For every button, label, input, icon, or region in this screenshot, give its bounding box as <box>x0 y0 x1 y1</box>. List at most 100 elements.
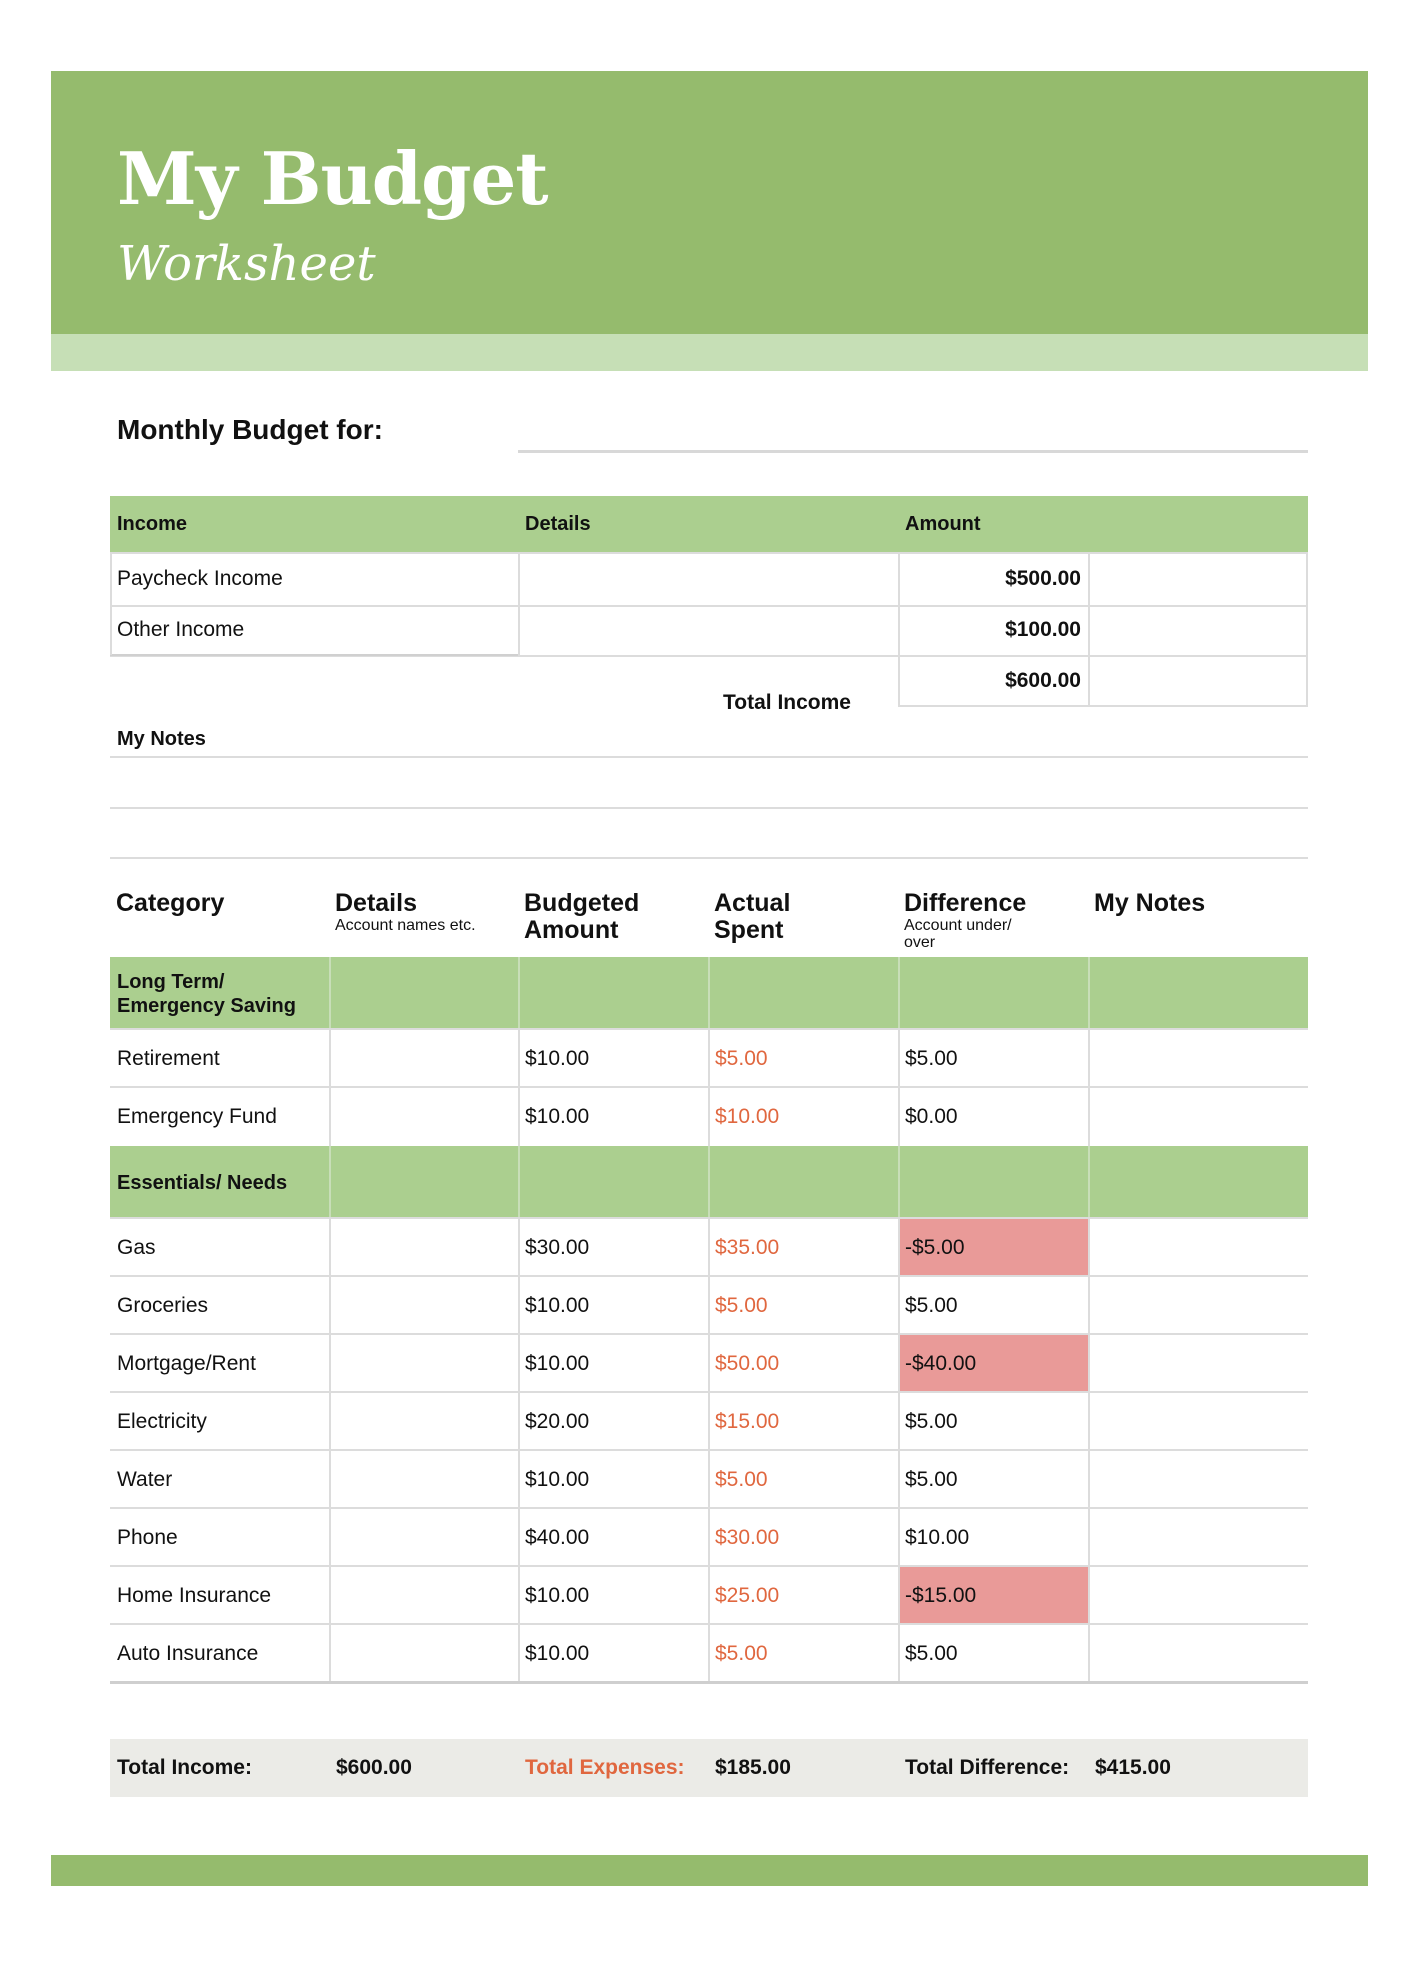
actual-spent[interactable]: $5.00 <box>715 1468 768 1491</box>
income-row-label: Paycheck Income <box>117 566 283 590</box>
grid-line <box>329 1393 331 1451</box>
income-column-header: Amount <box>905 512 981 535</box>
total-income-label: Total Income: <box>117 1756 252 1779</box>
income-column-header: Income <box>117 512 188 535</box>
income-row-amount[interactable]: $500.00 <box>1005 566 1081 590</box>
grid-line <box>518 1509 520 1567</box>
grid-line <box>1088 1146 1090 1219</box>
grid-line <box>518 957 520 1030</box>
actual-spent[interactable]: $10.00 <box>715 1105 780 1128</box>
grid-line <box>110 1333 1308 1335</box>
grid-line <box>329 1219 331 1277</box>
notes-cell[interactable] <box>1088 1393 1308 1451</box>
income-header-row <box>110 496 1308 552</box>
details-cell[interactable] <box>329 1509 518 1567</box>
details-cell[interactable] <box>329 1219 518 1277</box>
notes-line[interactable] <box>110 756 1308 758</box>
notes-cell[interactable] <box>1088 1219 1308 1277</box>
difference-value: $5.00 <box>905 1468 958 1491</box>
grid-line <box>518 1146 520 1219</box>
actual-spent[interactable]: $15.00 <box>715 1410 780 1433</box>
details-cell[interactable] <box>329 1335 518 1393</box>
notes-line[interactable] <box>110 857 1308 859</box>
grid-line <box>898 1088 900 1146</box>
grid-line <box>898 1451 900 1509</box>
budgeted-amount[interactable]: $10.00 <box>525 1642 590 1665</box>
actual-spent[interactable]: $5.00 <box>715 1642 768 1665</box>
budgeted-amount[interactable]: $10.00 <box>525 1105 590 1128</box>
grid-line <box>708 1335 710 1393</box>
details-cell[interactable] <box>329 1277 518 1335</box>
grid-line <box>329 1335 331 1393</box>
grid-line <box>708 1277 710 1335</box>
income-row-amount[interactable]: $100.00 <box>1005 618 1081 641</box>
details-cell[interactable] <box>329 1393 518 1451</box>
income-column-header: Details <box>525 512 591 535</box>
notes-cell[interactable] <box>1088 1451 1308 1509</box>
actual-spent[interactable]: $50.00 <box>715 1352 780 1375</box>
column-title: Category <box>116 889 225 917</box>
grid-line <box>110 1217 1308 1219</box>
difference-value: $5.00 <box>905 1642 958 1665</box>
details-cell[interactable] <box>329 1625 518 1683</box>
budgeted-amount[interactable]: $10.00 <box>525 1047 590 1070</box>
grid-line <box>110 1086 1308 1088</box>
notes-cell[interactable] <box>1088 1567 1308 1625</box>
notes-cell[interactable] <box>1088 1277 1308 1335</box>
grid-line <box>329 1625 331 1683</box>
actual-spent[interactable]: $5.00 <box>715 1294 768 1317</box>
grid-line <box>898 1625 900 1683</box>
footer-bar <box>51 1855 1368 1886</box>
budgeted-amount[interactable]: $10.00 <box>525 1352 590 1375</box>
budgeted-amount[interactable]: $10.00 <box>525 1584 590 1607</box>
category-name: Phone <box>117 1526 178 1549</box>
budgeted-amount[interactable]: $40.00 <box>525 1526 590 1549</box>
income-row-details[interactable] <box>518 552 898 602</box>
budgeted-amount[interactable]: $30.00 <box>525 1236 590 1259</box>
grid-line <box>1088 1088 1090 1146</box>
actual-spent[interactable]: $25.00 <box>715 1584 780 1607</box>
monthly-budget-field[interactable] <box>518 450 1308 453</box>
notes-cell[interactable] <box>1088 1625 1308 1683</box>
notes-cell[interactable] <box>1088 1509 1308 1567</box>
details-cell[interactable] <box>329 1030 518 1088</box>
budgeted-amount[interactable]: $10.00 <box>525 1468 590 1491</box>
grid-line <box>110 1681 1308 1684</box>
actual-spent[interactable]: $35.00 <box>715 1236 780 1259</box>
grid-line <box>708 1393 710 1451</box>
grid-line <box>708 1088 710 1146</box>
actual-spent[interactable]: $30.00 <box>715 1526 780 1549</box>
category-name: Auto Insurance <box>117 1642 259 1665</box>
grid-line <box>110 552 1308 554</box>
notes-cell[interactable] <box>1088 1030 1308 1088</box>
grid-line <box>898 1219 900 1277</box>
budget-column-header: Budgeted Amount <box>524 890 706 944</box>
details-cell[interactable] <box>329 1451 518 1509</box>
details-cell[interactable] <box>329 1567 518 1625</box>
grid-line <box>898 1393 900 1451</box>
actual-spent[interactable]: $5.00 <box>715 1047 768 1070</box>
budgeted-amount[interactable]: $10.00 <box>525 1294 590 1317</box>
grid-line <box>110 1623 1308 1625</box>
grid-line <box>518 1625 520 1683</box>
grid-line <box>110 1391 1308 1393</box>
grid-line <box>110 1275 1308 1277</box>
page-subtitle: Worksheet <box>117 236 376 292</box>
notes-cell[interactable] <box>1088 1088 1308 1146</box>
grid-line <box>898 705 1308 707</box>
budget-column-header: Actual Spent <box>714 890 896 944</box>
notes-cell[interactable] <box>1088 1335 1308 1393</box>
income-row-details[interactable] <box>518 605 898 655</box>
column-subtitle: Account under/ over <box>904 917 1012 951</box>
grid-line <box>329 1567 331 1625</box>
total-difference-value: $415.00 <box>1095 1756 1171 1779</box>
grid-line <box>110 1565 1308 1567</box>
details-cell[interactable] <box>329 1088 518 1146</box>
category-name: Retirement <box>117 1047 220 1070</box>
budgeted-amount[interactable]: $20.00 <box>525 1410 590 1433</box>
page-title: My Budget <box>117 136 549 221</box>
grid-line <box>708 1451 710 1509</box>
notes-line[interactable] <box>110 807 1308 809</box>
grid-line <box>1088 1335 1090 1393</box>
